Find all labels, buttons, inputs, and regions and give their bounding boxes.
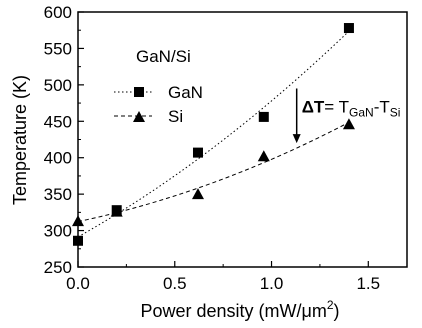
delta-t-annotation: ΔT= TGaN-TSi — [302, 98, 401, 120]
gan-data-point — [258, 111, 269, 122]
plot-frame — [77, 11, 408, 268]
y-tick-label: 300 — [44, 222, 72, 241]
legend-si-marker — [133, 111, 145, 122]
gan-data-point — [192, 147, 203, 158]
x-tick-label: 1.5 — [356, 274, 380, 293]
fit-curves — [77, 30, 350, 238]
y-tick-label: 450 — [44, 112, 72, 131]
x-tick-label: 1.0 — [260, 274, 284, 293]
gan-data-point — [73, 235, 83, 246]
si-data-point — [257, 150, 270, 162]
si-data-point — [72, 215, 84, 227]
si-data-point — [191, 188, 204, 200]
y-tick-label: 250 — [44, 258, 72, 277]
si-data-point — [342, 118, 355, 130]
y-tick-label: 500 — [44, 76, 72, 95]
gan-data-point — [343, 23, 354, 34]
data-markers — [72, 23, 355, 246]
y-tick-label: 600 — [44, 3, 72, 22]
si-data-point — [110, 205, 123, 217]
x-tick-label: 0.5 — [163, 274, 187, 293]
y-axis-label: Temperature (K) — [10, 75, 30, 205]
x-axis-ticks: 0.0 0.5 1.0 1.5 — [66, 261, 380, 293]
x-axis-label: Power density (mW/μm2) — [140, 298, 339, 321]
legend-gan-marker — [134, 87, 144, 97]
y-tick-label: 550 — [44, 39, 72, 58]
delta-t-arrowhead — [292, 134, 301, 144]
legend-si-label: Si — [168, 107, 183, 126]
y-axis-ticks: 250 300 350 400 450 500 550 600 — [44, 3, 84, 277]
legend-title: GaN/Si — [136, 47, 191, 66]
x-tick-label: 0.0 — [66, 274, 90, 293]
gan-fit-curve — [77, 30, 350, 238]
si-fit-curve — [77, 121, 350, 223]
y-tick-label: 350 — [44, 185, 72, 204]
legend-gan-label: GaN — [168, 83, 203, 102]
y-tick-label: 400 — [44, 149, 72, 168]
